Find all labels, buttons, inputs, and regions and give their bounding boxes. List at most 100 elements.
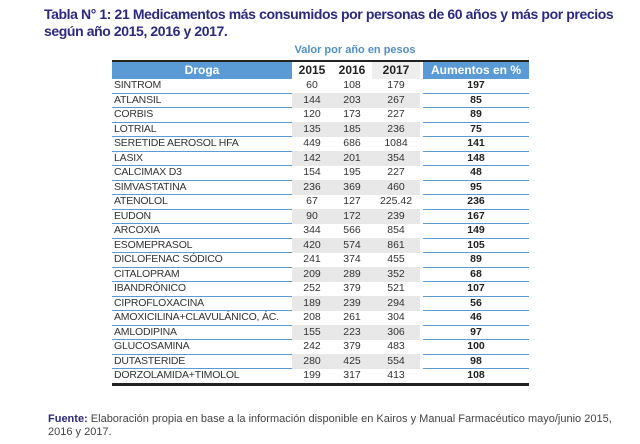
table-title: Tabla N° 1: 21 Medicamentos más consumid… — [44, 6, 614, 39]
increase-cell: 98 — [423, 354, 529, 369]
value-2016: 127 — [343, 195, 361, 207]
col-gap — [420, 60, 423, 79]
value-2017: 236 — [372, 122, 420, 137]
value-2015: 209 — [292, 267, 332, 282]
value-2015: 242 — [303, 340, 321, 352]
drug-cell: CITALOPRAM — [112, 267, 292, 282]
col-2016: 2016 — [332, 60, 372, 79]
value-2017: 455 — [387, 253, 405, 265]
value-2015: 90 — [292, 209, 332, 224]
table-row: DORZOLAMIDA+TIMOLOL 199 317 413 108 — [112, 368, 529, 386]
value-2016: 195 — [343, 166, 361, 178]
table-row: GLUCOSAMINA 242 379 483 100 — [112, 339, 529, 355]
value-2015: 142 — [292, 151, 332, 166]
drug-cell: ATENOLOL — [112, 194, 292, 210]
drug-cell: CALCIMAX D3 — [112, 165, 292, 181]
value-2016: 261 — [343, 311, 361, 323]
drug-cell: SINTROM — [112, 79, 292, 94]
value-2015: 199 — [292, 368, 332, 386]
value-2016: 374 — [343, 253, 361, 265]
value-2015: 154 — [303, 166, 321, 178]
value-2016: 574 — [332, 238, 372, 253]
increase-cell: 89 — [423, 107, 529, 123]
value-2017: 239 — [372, 209, 420, 224]
increase-cell: 141 — [423, 136, 529, 152]
value-2015: 135 — [292, 122, 332, 137]
value-2016: 223 — [332, 325, 372, 340]
header-row: Droga 2015 2016 2017 Aumentos en % — [112, 60, 529, 79]
source-label: Fuente: — [48, 413, 88, 425]
drug-cell: DUTASTERIDE — [112, 354, 292, 369]
drug-cell: SIMVASTATINA — [112, 180, 292, 195]
table-row: CALCIMAX D3 154 195 227 48 — [112, 165, 529, 181]
value-2016: 203 — [332, 93, 372, 108]
table-row: DICLOFENAC SÓDICO 241 374 455 89 — [112, 252, 529, 268]
drug-cell: EUDON — [112, 209, 292, 224]
table-row: SINTROM 60 108 179 197 — [112, 79, 529, 94]
drug-cell: IBANDRÓNICO — [112, 281, 292, 297]
increase-cell: 148 — [423, 151, 529, 166]
drug-cell: CIPROFLOXACINA — [112, 296, 292, 311]
col-increase: Aumentos en % — [423, 60, 529, 79]
increase-cell: 197 — [423, 79, 529, 94]
source-text: Elaboración propia en base a la informac… — [48, 413, 612, 438]
increase-cell: 89 — [423, 252, 529, 268]
table-row: CORBIS 120 173 227 89 — [112, 107, 529, 123]
value-2017: 179 — [387, 79, 405, 92]
drug-cell: LOTRIAL — [112, 122, 292, 137]
increase-cell: 95 — [423, 180, 529, 195]
value-2016: 173 — [343, 108, 361, 120]
value-2016: 108 — [343, 79, 361, 92]
value-2016: 425 — [332, 354, 372, 369]
table-row: LOTRIAL 135 185 236 75 — [112, 122, 529, 137]
value-2015: 155 — [292, 325, 332, 340]
increase-cell: 167 — [423, 209, 529, 224]
value-2015: 280 — [292, 354, 332, 369]
value-2016: 172 — [332, 209, 372, 224]
increase-cell: 108 — [423, 368, 529, 386]
table-row: EUDON 90 172 239 167 — [112, 209, 529, 224]
value-2017: 413 — [372, 368, 420, 386]
value-2017: 861 — [372, 238, 420, 253]
value-2017: 227 — [387, 108, 405, 120]
table-row: LASIX 142 201 354 148 — [112, 151, 529, 166]
value-2017: 352 — [372, 267, 420, 282]
value-2015: 67 — [306, 195, 318, 207]
value-2016: 317 — [332, 368, 372, 386]
increase-cell: 105 — [423, 238, 529, 253]
value-2017: 554 — [372, 354, 420, 369]
value-2016: 379 — [343, 282, 361, 294]
col-2017: 2017 — [372, 60, 420, 79]
value-2016: 289 — [332, 267, 372, 282]
value-2017: 304 — [387, 311, 405, 323]
drug-cell: DORZOLAMIDA+TIMOLOL — [112, 368, 292, 386]
table-row: ATLANSIL 144 203 267 85 — [112, 93, 529, 108]
value-2016: 369 — [332, 180, 372, 195]
drug-cell: ATLANSIL — [112, 93, 292, 108]
increase-cell: 107 — [423, 281, 529, 297]
col-2015: 2015 — [292, 60, 332, 79]
value-2017: 267 — [372, 93, 420, 108]
col-drug: Droga — [112, 60, 292, 79]
increase-cell: 97 — [423, 325, 529, 340]
value-2017: 521 — [387, 282, 405, 294]
increase-cell: 75 — [423, 122, 529, 137]
table-row: ATENOLOL 67 127 225.42 236 — [112, 194, 529, 210]
value-2015: 344 — [303, 224, 321, 236]
increase-cell: 100 — [423, 339, 529, 355]
value-2015: 208 — [303, 311, 321, 323]
value-subheader: Valor por año en pesos — [294, 44, 416, 56]
table-row: AMOXICILINA+CLAVULÁNICO, ÁC. 208 261 304 46 — [112, 310, 529, 326]
increase-cell: 46 — [423, 310, 529, 326]
table-row: DUTASTERIDE 280 425 554 98 — [112, 354, 529, 369]
value-2015: 60 — [306, 79, 318, 92]
table-row: CIPROFLOXACINA 189 239 294 56 — [112, 296, 529, 311]
increase-cell: 68 — [423, 267, 529, 282]
value-2017: 227 — [387, 166, 405, 178]
increase-cell: 48 — [423, 165, 529, 181]
table-row: IBANDRÓNICO 252 379 521 107 — [112, 281, 529, 297]
drug-cell: GLUCOSAMINA — [112, 339, 292, 355]
increase-cell: 236 — [423, 194, 529, 210]
value-2015: 252 — [303, 282, 321, 294]
drug-cell: SERETIDE AEROSOL HFA — [112, 136, 292, 152]
